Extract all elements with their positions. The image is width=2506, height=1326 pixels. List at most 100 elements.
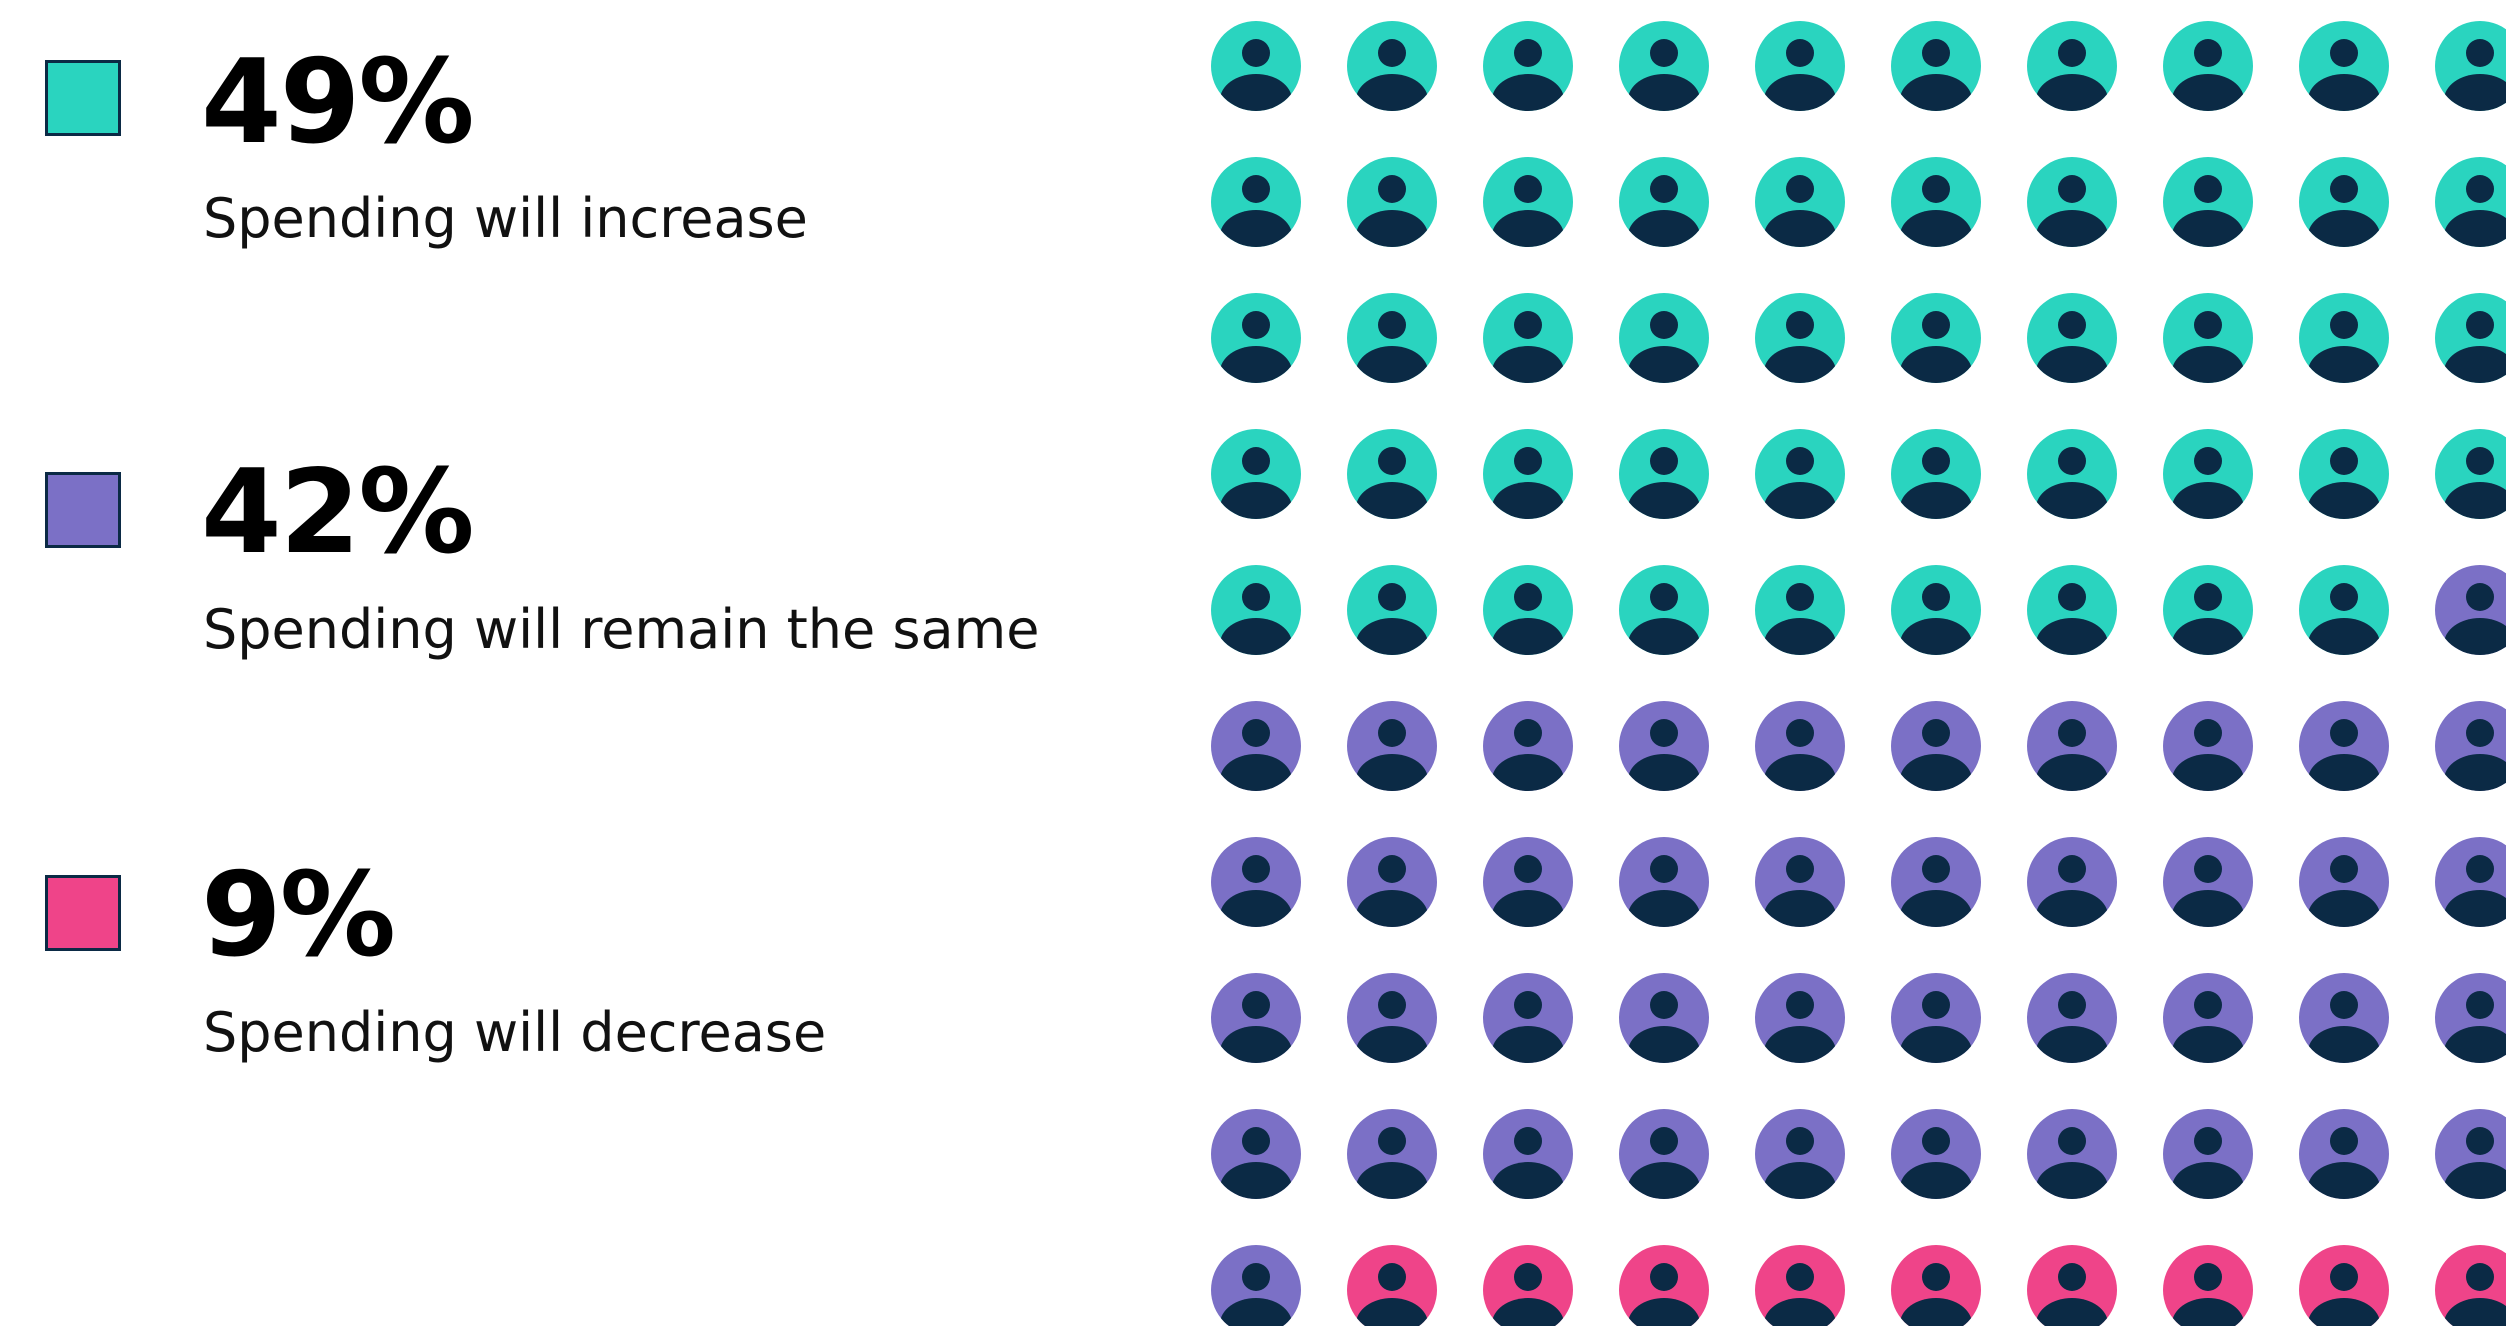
- person-icon: [2163, 21, 2253, 111]
- person-icon: [1755, 157, 1845, 247]
- person-icon: [1891, 701, 1981, 791]
- person-icon: [2027, 837, 2117, 927]
- person-icon: [1619, 1245, 1709, 1326]
- person-icon: [2435, 1245, 2506, 1326]
- person-icon: [2299, 1109, 2389, 1199]
- legend-label-same: Spending will remain the same: [203, 598, 1040, 661]
- person-icon: [2435, 1109, 2506, 1199]
- person-icon: [1211, 837, 1301, 927]
- person-icon: [1891, 157, 1981, 247]
- person-icon: [2027, 293, 2117, 383]
- person-icon: [1483, 429, 1573, 519]
- person-icon: [1483, 1245, 1573, 1326]
- person-icon: [1347, 701, 1437, 791]
- person-icon: [1483, 837, 1573, 927]
- person-icon: [1211, 21, 1301, 111]
- legend-value-increase: 49%: [201, 35, 475, 170]
- person-icon: [2299, 293, 2389, 383]
- legend-swatch-increase: [45, 60, 121, 136]
- person-icon: [2299, 157, 2389, 247]
- person-icon: [1891, 293, 1981, 383]
- person-icon: [2163, 701, 2253, 791]
- person-icon: [1755, 1109, 1845, 1199]
- legend-label-increase: Spending will increase: [203, 187, 808, 250]
- person-icon: [1619, 21, 1709, 111]
- person-icon: [1211, 157, 1301, 247]
- person-icon: [1483, 157, 1573, 247]
- person-icon: [1891, 21, 1981, 111]
- person-icon: [2027, 1109, 2117, 1199]
- person-icon: [1347, 1109, 1437, 1199]
- person-icon: [1211, 701, 1301, 791]
- person-icon: [1483, 1109, 1573, 1199]
- person-icon: [2163, 837, 2253, 927]
- person-icon: [2435, 565, 2506, 655]
- person-icon: [2163, 157, 2253, 247]
- person-icon: [2299, 1245, 2389, 1326]
- person-icon: [1347, 21, 1437, 111]
- person-icon: [1347, 429, 1437, 519]
- person-icon: [1347, 837, 1437, 927]
- person-icon: [1619, 293, 1709, 383]
- person-icon: [2435, 701, 2506, 791]
- person-icon: [2299, 837, 2389, 927]
- person-icon: [2435, 21, 2506, 111]
- person-icon: [1755, 701, 1845, 791]
- person-icon: [2027, 1245, 2117, 1326]
- person-icon: [2027, 701, 2117, 791]
- person-icon: [2163, 293, 2253, 383]
- person-icon: [1483, 293, 1573, 383]
- person-icon: [1891, 565, 1981, 655]
- person-icon: [2299, 973, 2389, 1063]
- person-icon: [1891, 837, 1981, 927]
- person-icon: [2299, 429, 2389, 519]
- person-icon: [1755, 21, 1845, 111]
- person-icon: [2163, 973, 2253, 1063]
- person-icon: [1211, 293, 1301, 383]
- person-icon: [1755, 837, 1845, 927]
- chart-legend: 49% Spending will increase 42% Spending …: [45, 0, 1145, 1326]
- person-icon: [2299, 565, 2389, 655]
- person-icon: [2163, 1245, 2253, 1326]
- person-icon: [1891, 1245, 1981, 1326]
- person-icon: [1619, 701, 1709, 791]
- legend-value-same: 42%: [201, 445, 475, 580]
- legend-swatch-decrease: [45, 875, 121, 951]
- person-icon: [1347, 1245, 1437, 1326]
- person-icon: [2027, 973, 2117, 1063]
- person-icon: [1619, 973, 1709, 1063]
- person-icon: [1483, 973, 1573, 1063]
- person-icon: [2435, 429, 2506, 519]
- person-icon: [2163, 565, 2253, 655]
- person-icon: [1347, 565, 1437, 655]
- person-icon: [1619, 157, 1709, 247]
- person-icon: [1619, 565, 1709, 655]
- person-icon: [1755, 565, 1845, 655]
- person-icon: [1755, 1245, 1845, 1326]
- person-icon: [1891, 429, 1981, 519]
- person-icon: [2435, 973, 2506, 1063]
- person-icon: [1619, 429, 1709, 519]
- legend-swatch-same: [45, 472, 121, 548]
- person-icon: [2163, 1109, 2253, 1199]
- person-icon: [2435, 157, 2506, 247]
- legend-label-decrease: Spending will decrease: [203, 1001, 827, 1064]
- person-icon: [2027, 429, 2117, 519]
- person-icon: [1211, 565, 1301, 655]
- person-icon: [1755, 293, 1845, 383]
- person-icon: [1211, 429, 1301, 519]
- person-icon: [1619, 1109, 1709, 1199]
- person-icon: [1483, 701, 1573, 791]
- person-icon: [1347, 293, 1437, 383]
- person-icon: [2027, 21, 2117, 111]
- person-icon: [2027, 157, 2117, 247]
- person-icon: [2435, 293, 2506, 383]
- legend-value-decrease: 9%: [201, 848, 396, 983]
- person-icon: [1619, 837, 1709, 927]
- person-icon: [1347, 157, 1437, 247]
- person-icon: [1211, 973, 1301, 1063]
- person-icon: [2299, 21, 2389, 111]
- person-icon: [1891, 1109, 1981, 1199]
- person-icon: [1755, 429, 1845, 519]
